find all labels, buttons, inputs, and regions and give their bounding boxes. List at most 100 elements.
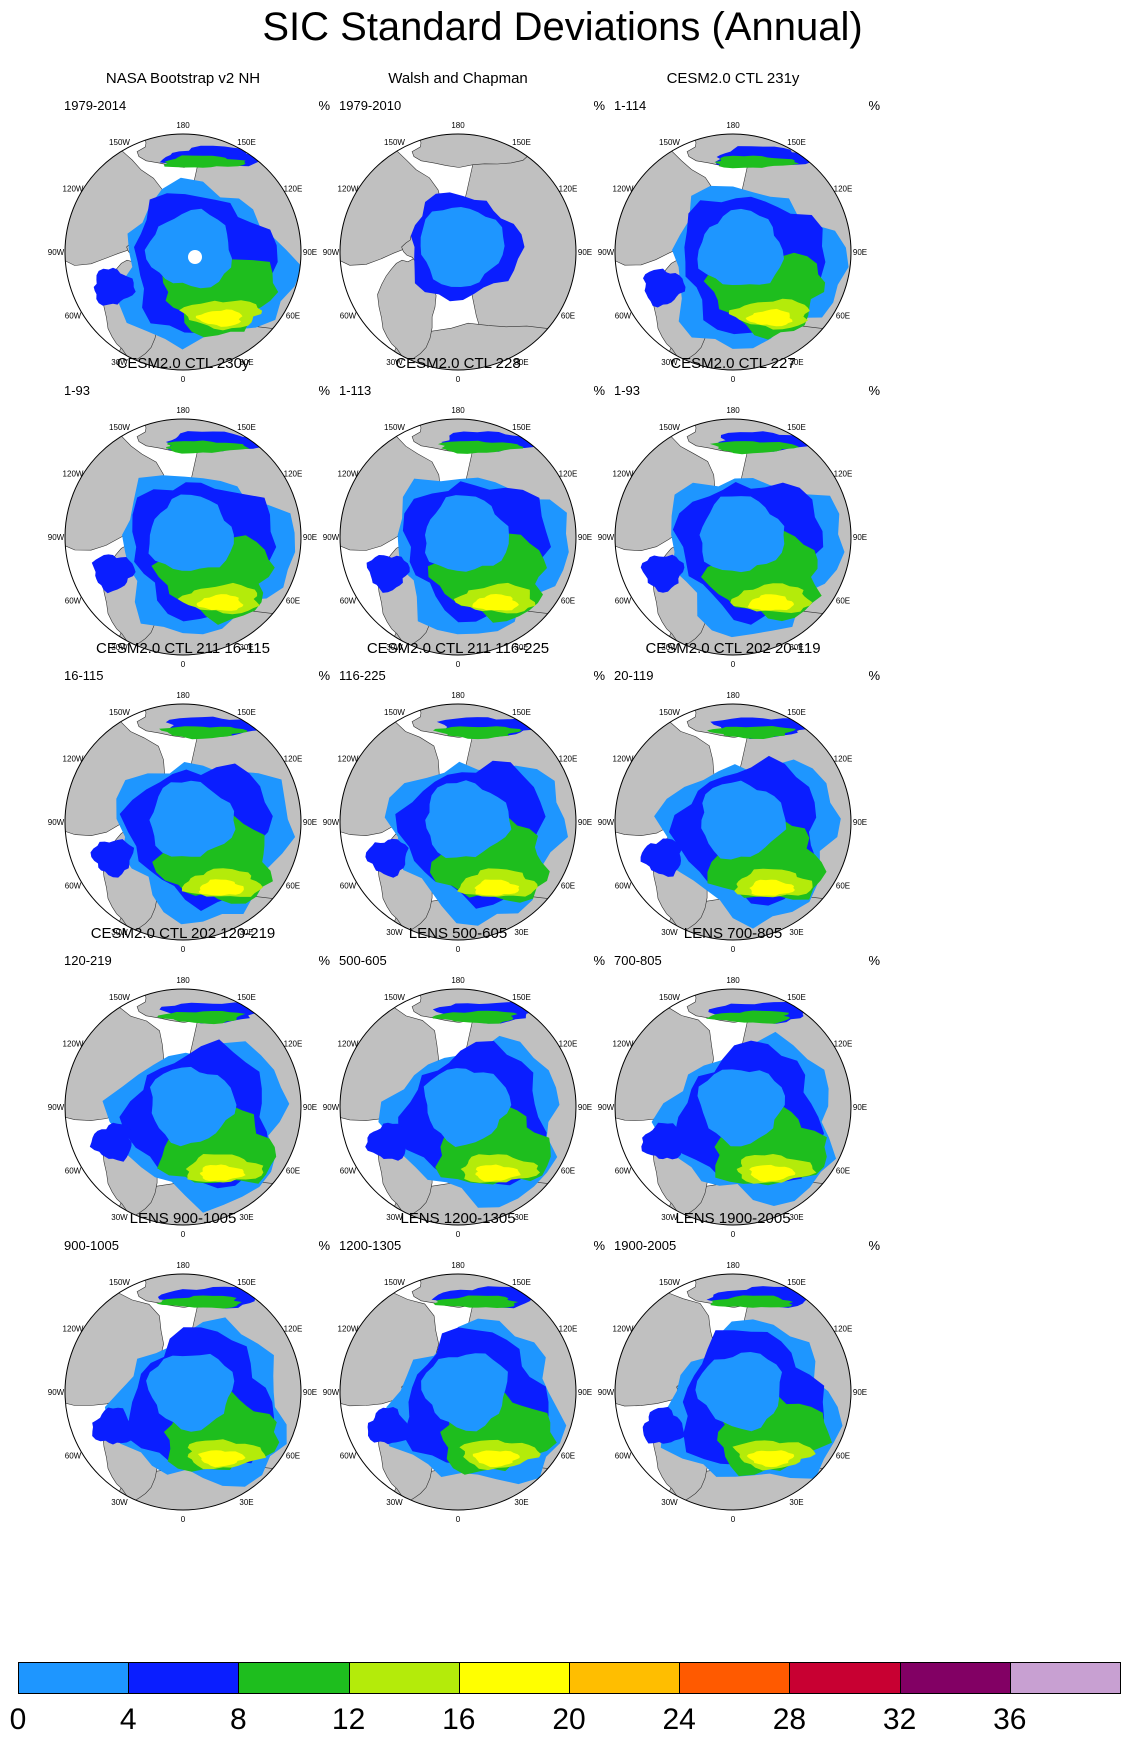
longitude-label: 60W — [340, 882, 357, 891]
longitude-label: 90W — [48, 248, 65, 257]
longitude-label: 120W — [63, 185, 84, 194]
longitude-label: 150W — [384, 138, 405, 147]
map-panel: CESM2.0 CTL 228 1-113% 180 150E 120E 90E 60E 30… — [293, 355, 623, 675]
polar-map: 180 150E 120E 90E 60E 30E 0 30W 60W 90W 120W 150W — [323, 976, 592, 1239]
longitude-label: 30W — [661, 1498, 678, 1507]
longitude-label: 60W — [340, 1452, 357, 1461]
longitude-label: 60W — [65, 882, 82, 891]
colorbar-tick-label: 12 — [331, 1703, 366, 1736]
longitude-label: 90W — [598, 1103, 615, 1112]
longitude-label: 60W — [340, 597, 357, 606]
longitude-label: 90W — [48, 533, 65, 542]
longitude-label: 150W — [659, 1278, 680, 1287]
colorbar-tick-label: 16 — [442, 1703, 476, 1736]
panel-unit: % — [593, 668, 605, 683]
longitude-label: 150W — [384, 423, 405, 432]
map-panel: LENS 500-605 500-605% 180 150E 120E 90E 60E 30E… — [293, 925, 623, 1245]
longitude-label: 150E — [512, 138, 531, 147]
panel-unit: % — [593, 1238, 605, 1253]
longitude-label: 150W — [659, 708, 680, 717]
longitude-label: 180 — [451, 406, 465, 415]
longitude-label: 120E — [284, 1325, 303, 1334]
longitude-label: 120E — [559, 755, 578, 764]
longitude-label: 0 — [731, 1230, 736, 1239]
polar-map: 180 150E 120E 90E 60E 30E 0 30W 60W 90W 120W 150W — [48, 406, 317, 669]
polar-map: 180 150E 120E 90E 60E 30E 0 30W 60W 90W 120W 150W — [48, 976, 317, 1239]
longitude-label: 150E — [237, 993, 256, 1002]
longitude-label: 90E — [853, 248, 867, 257]
longitude-label: 120W — [613, 470, 634, 479]
longitude-label: 30E — [239, 358, 253, 367]
colorbar-swatch — [18, 1662, 130, 1694]
longitude-label: 60W — [615, 597, 632, 606]
longitude-label: 150W — [109, 423, 130, 432]
longitude-label: 0 — [731, 375, 736, 384]
longitude-label: 60W — [65, 1167, 82, 1176]
longitude-label: 90E — [853, 818, 867, 827]
map-panel: CESM2.0 CTL 211 16-115 16-115% 180 150E 120E… — [18, 640, 348, 960]
longitude-label: 120W — [338, 1040, 359, 1049]
panel-period: 500-605 — [339, 953, 387, 968]
longitude-label: 60E — [286, 882, 300, 891]
polar-map: 180 150E 120E 90E 60E 30E 0 30W 60W 90W 120W 150W — [323, 691, 592, 954]
longitude-label: 120E — [834, 1040, 853, 1049]
longitude-label: 90E — [578, 1388, 592, 1397]
longitude-label: 90W — [323, 248, 340, 257]
panel-period: 1-93 — [614, 383, 641, 398]
longitude-label: 90W — [598, 1388, 615, 1397]
panel-title: LENS 900-1005 — [129, 1210, 237, 1227]
panel-period: 1979-2014 — [64, 98, 127, 113]
colorbar — [18, 1662, 1121, 1694]
longitude-label: 120E — [834, 470, 853, 479]
longitude-label: 30W — [386, 1213, 403, 1222]
map-panel: LENS 700-805 700-805% 180 150E 120E 90E 60E 30E… — [568, 925, 898, 1245]
longitude-label: 180 — [451, 976, 465, 985]
longitude-label: 150E — [787, 993, 806, 1002]
panel-title: CESM2.0 CTL 231y — [666, 70, 800, 87]
longitude-label: 30E — [239, 1213, 253, 1222]
panel-unit: % — [593, 383, 605, 398]
longitude-label: 120W — [63, 755, 84, 764]
longitude-label: 60W — [340, 312, 357, 321]
longitude-label: 150W — [109, 1278, 130, 1287]
longitude-label: 90E — [853, 1388, 867, 1397]
longitude-label: 60W — [65, 597, 82, 606]
panel-title: LENS 1900-2005 — [675, 1210, 791, 1227]
panel-period: 1979-2010 — [339, 98, 402, 113]
longitude-label: 120W — [338, 1325, 359, 1334]
panel-period: 116-225 — [339, 668, 386, 683]
longitude-label: 180 — [176, 976, 190, 985]
colorbar-swatch — [679, 1662, 791, 1694]
longitude-label: 150E — [237, 423, 256, 432]
longitude-label: 30W — [386, 358, 403, 367]
longitude-label: 120W — [613, 1040, 634, 1049]
panel-unit: % — [318, 383, 330, 398]
longitude-label: 30W — [386, 643, 403, 652]
longitude-label: 90E — [853, 533, 867, 542]
panel-title: LENS 700-805 — [683, 925, 783, 942]
longitude-label: 150E — [512, 993, 531, 1002]
longitude-label: 120W — [63, 470, 84, 479]
longitude-label: 120E — [284, 755, 303, 764]
longitude-label: 0 — [731, 1515, 736, 1524]
panel-unit: % — [593, 98, 605, 113]
longitude-label: 90E — [303, 1103, 317, 1112]
longitude-label: 60E — [286, 1452, 300, 1461]
longitude-label: 30E — [789, 1498, 803, 1507]
longitude-label: 90W — [598, 248, 615, 257]
panel-period: 700-805 — [614, 953, 662, 968]
longitude-label: 120W — [613, 755, 634, 764]
panel-title: CESM2.0 CTL 211 16-115 — [96, 640, 270, 657]
longitude-label: 180 — [726, 976, 740, 985]
longitude-label: 150W — [384, 993, 405, 1002]
longitude-label: 60E — [561, 1452, 575, 1461]
longitude-label: 60E — [836, 1167, 850, 1176]
panel-unit: % — [593, 953, 605, 968]
longitude-label: 90W — [48, 1388, 65, 1397]
longitude-label: 90E — [578, 248, 592, 257]
polar-map: 180 150E 120E 90E 60E 30E 0 30W 60W 90W 120W 150W — [598, 691, 867, 954]
longitude-label: 30W — [111, 1498, 128, 1507]
longitude-label: 150W — [384, 708, 405, 717]
longitude-label: 90W — [48, 818, 65, 827]
longitude-label: 150W — [109, 708, 130, 717]
